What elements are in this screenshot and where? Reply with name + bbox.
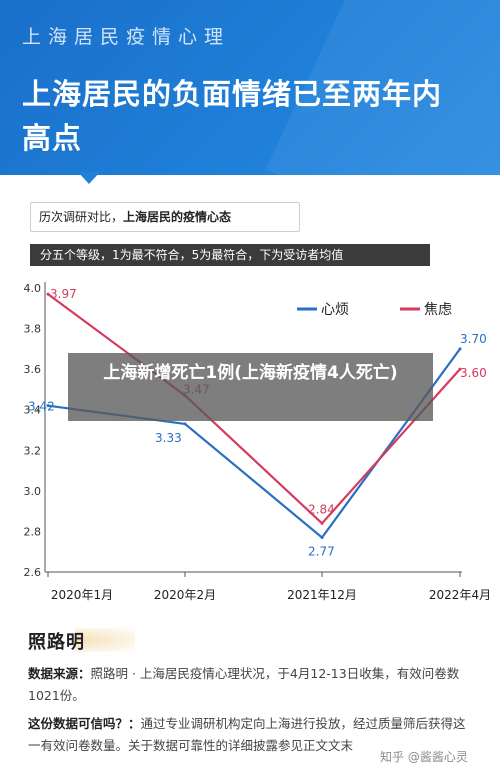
watermark: 知乎 @酱酱心灵 xyxy=(380,750,468,764)
line-chart: 4.0 3.8 3.6 3.4 3.2 3.0 2.8 2.6 2020年1月 2020年2月 20… xyxy=(24,282,491,602)
header-top-title: 上海居民疫情心理 xyxy=(22,26,231,48)
series-line-2 xyxy=(47,293,461,525)
chart-caption: 历次调研对比，上海居民的疫情心态 xyxy=(30,202,300,232)
x-tick-label: 2020年2月 xyxy=(154,588,216,602)
data-point xyxy=(320,536,324,540)
reliability-text: 通过专业调研机构定向上海进行投放，经过质量筛后获得这一有效问卷数量。关于数据可靠… xyxy=(28,716,466,753)
data-source-text: 照路明 · 上海居民疫情心理状况，于4月12-13日收集，有效问卷数1021份。 xyxy=(28,666,460,703)
data-label: 3.70 xyxy=(460,332,487,346)
data-point xyxy=(458,367,462,371)
logo-glow xyxy=(75,628,135,652)
caption-prefix: 历次调研对比， xyxy=(39,210,124,224)
data-source-label: 数据来源： xyxy=(28,666,91,681)
y-tick-label: 3.6 xyxy=(24,363,42,376)
y-tick-label: 3.8 xyxy=(24,323,42,336)
data-point xyxy=(46,292,50,296)
legend-label: 焦虑 xyxy=(424,302,452,318)
scale-note: 分五个等级，1为最不符合，5为最符合，下为受访者均值 xyxy=(30,244,430,266)
data-point xyxy=(46,404,50,408)
data-label: 3.97 xyxy=(50,287,77,301)
data-label: 3.60 xyxy=(460,366,487,380)
data-point xyxy=(458,347,462,351)
x-tick-label: 2020年1月 xyxy=(51,588,113,602)
y-tick-label: 3.0 xyxy=(24,485,42,498)
data-label: 3.33 xyxy=(155,431,182,445)
data-point xyxy=(320,521,324,525)
reliability-label: 这份数据可信吗？： xyxy=(28,716,141,731)
data-source-note: 数据来源：照路明 · 上海居民疫情心理状况，于4月12-13日收集，有效问卷数1… xyxy=(28,663,478,707)
y-tick-label: 4.0 xyxy=(24,282,42,295)
data-label: 3.42 xyxy=(28,400,55,414)
source-logo: 照路明 xyxy=(28,632,85,653)
legend-label: 心烦 xyxy=(321,302,349,318)
reliability-note: 这份数据可信吗？：通过专业调研机构定向上海进行投放，经过质量筛后获得这一有效问卷… xyxy=(28,713,478,757)
y-tick-label: 3.4 xyxy=(24,404,42,417)
headline: 上海居民的负面情绪已至两年内高点 xyxy=(22,77,443,155)
data-label: 2.84 xyxy=(308,502,335,516)
x-tick-label: 2021年12月 xyxy=(287,588,357,602)
data-label: 2.77 xyxy=(308,545,335,559)
x-tick-label: 2022年4月 xyxy=(429,588,491,602)
y-tick-label: 2.8 xyxy=(24,525,42,538)
caption-bold: 上海居民的疫情心态 xyxy=(123,210,232,224)
header-notch xyxy=(78,172,100,184)
y-tick-label: 2.6 xyxy=(24,566,42,579)
news-overlay: 上海新增死亡1例(上海新疫情4人死亡) xyxy=(68,353,433,421)
data-point xyxy=(183,422,187,426)
y-tick-label: 3.2 xyxy=(24,444,42,457)
header-banner: 上海居民疫情心理 上海居民的负面情绪已至两年内高点 xyxy=(0,0,500,175)
